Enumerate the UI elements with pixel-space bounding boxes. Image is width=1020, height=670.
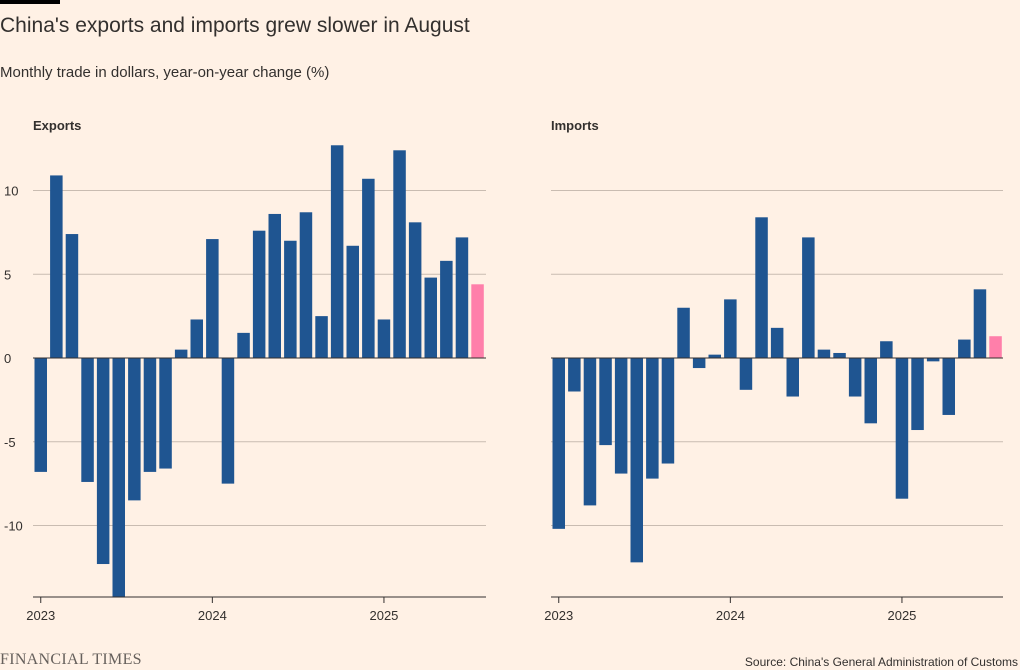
exports-bar <box>112 358 125 598</box>
imports-bar <box>926 358 940 362</box>
exports-bar <box>315 316 328 358</box>
exports-bar <box>65 234 79 358</box>
y-tick-label: -5 <box>4 435 16 450</box>
imports-bar <box>880 341 893 358</box>
exports-bar <box>330 145 344 358</box>
imports-panel-title: Imports <box>551 118 599 133</box>
exports-bar <box>268 213 281 358</box>
imports-bar <box>583 358 597 506</box>
imports-bar <box>770 327 784 358</box>
imports-bar <box>911 358 924 431</box>
exports-bar <box>424 277 437 358</box>
y-tick-label: -10 <box>4 519 23 534</box>
imports-bar <box>755 217 768 358</box>
imports-bar <box>989 336 1002 358</box>
exports-bar <box>159 358 172 469</box>
imports-bar <box>692 358 706 369</box>
source-note: Source: China's General Administration o… <box>744 655 1018 669</box>
exports-bar <box>81 358 94 482</box>
exports-bar <box>440 260 453 358</box>
exports-bar <box>96 358 110 565</box>
imports-bar <box>614 358 628 474</box>
imports-bar <box>817 349 831 358</box>
imports-bar <box>833 352 846 358</box>
exports-bar <box>362 178 375 358</box>
x-tick-label: 2025 <box>887 608 916 623</box>
imports-bar <box>802 237 815 358</box>
exports-bar <box>50 175 63 358</box>
exports-bar <box>143 358 157 472</box>
y-tick-label: 0 <box>4 351 11 366</box>
exports-bar <box>299 212 313 358</box>
exports-bar <box>471 284 484 358</box>
imports-bar <box>646 358 659 479</box>
exports-bar <box>190 319 203 358</box>
imports-bar <box>724 299 737 358</box>
exports-bar <box>393 150 406 358</box>
brand-bar <box>0 0 60 4</box>
exports-bar <box>455 237 469 358</box>
imports-bar <box>864 358 877 424</box>
imports-bar <box>552 358 565 529</box>
imports-bar <box>630 358 643 563</box>
exports-panel-title: Exports <box>33 118 82 133</box>
exports-bar <box>221 358 235 484</box>
x-tick-label: 2024 <box>716 608 745 623</box>
exports-bar <box>408 222 422 358</box>
imports-bar <box>848 358 862 397</box>
imports-bar <box>942 358 955 415</box>
exports-bar <box>128 358 141 501</box>
exports-bar <box>237 332 250 358</box>
exports-bar <box>174 349 188 358</box>
imports-bar <box>958 339 971 358</box>
imports-bar <box>568 358 581 392</box>
imports-bar <box>895 358 909 499</box>
exports-bar <box>252 230 266 358</box>
exports-bar <box>377 319 391 358</box>
imports-bar <box>677 307 690 358</box>
x-tick-label: 2025 <box>369 608 398 623</box>
ft-logo: FINANCIAL TIMES <box>0 651 142 668</box>
y-tick-label: 10 <box>4 184 18 199</box>
imports-bar <box>786 358 799 397</box>
imports-bar <box>739 358 753 390</box>
x-tick-label: 2023 <box>544 608 573 623</box>
imports-bar <box>661 358 675 464</box>
imports-bar <box>599 358 612 446</box>
chart-subtitle: Monthly trade in dollars, year-on-year c… <box>0 64 330 81</box>
imports-bar <box>708 354 721 358</box>
imports-bar <box>973 289 987 358</box>
chart-title: China's exports and imports grew slower … <box>0 14 470 37</box>
exports-bar <box>206 239 219 358</box>
exports-bar <box>34 358 47 472</box>
exports-bar <box>284 240 297 358</box>
x-tick-label: 2023 <box>26 608 55 623</box>
exports-bar <box>346 245 359 358</box>
x-tick-label: 2024 <box>198 608 227 623</box>
y-tick-label: 5 <box>4 267 11 282</box>
